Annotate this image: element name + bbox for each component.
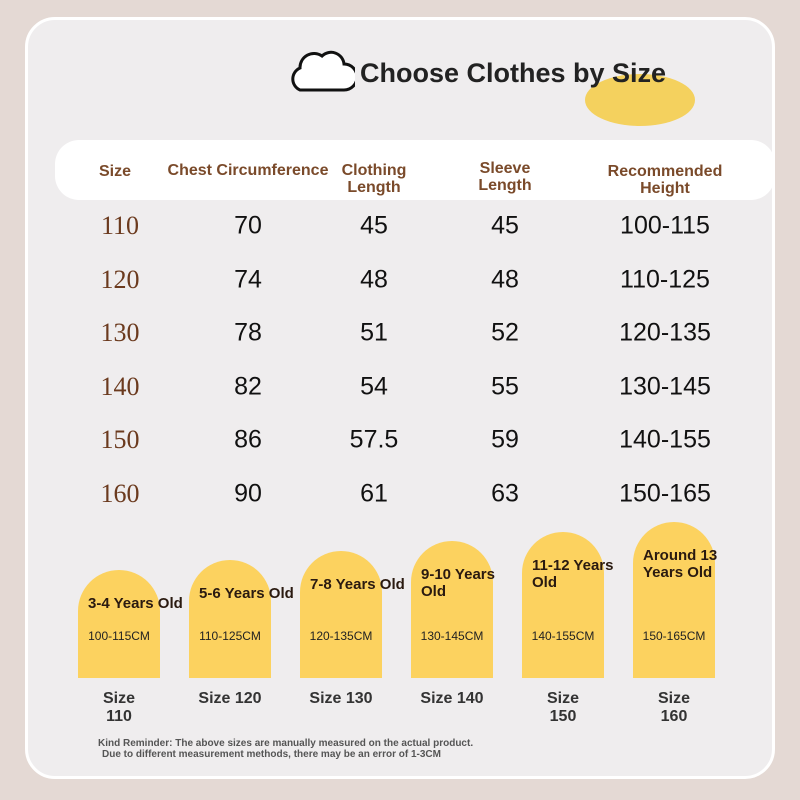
- age-arch: [300, 550, 382, 678]
- age-label: 7-8 Years Old: [310, 575, 405, 593]
- size-label: Size 150: [546, 690, 579, 725]
- table-cell: 57.5: [349, 425, 399, 454]
- table-cell: 150-165: [619, 479, 711, 508]
- age-arch: [522, 531, 604, 678]
- age-arch: [411, 541, 493, 678]
- table-cell: 100-115: [620, 211, 710, 240]
- table-cell: 130-145: [619, 372, 711, 401]
- age-label: 11-12 Years Old: [532, 556, 614, 591]
- note-line: Due to different measurement methods, th…: [102, 749, 441, 760]
- height-range: 140-155CM: [531, 629, 595, 643]
- table-cell: 82: [234, 372, 262, 401]
- age-arch: [633, 522, 715, 678]
- title: Choose Clothes by Size: [360, 58, 667, 88]
- table-cell: 55: [491, 372, 519, 401]
- table-cell: 48: [491, 265, 519, 294]
- table-cell: 54: [360, 372, 388, 401]
- size-label: Size 140: [420, 690, 484, 707]
- table-cell: 70: [234, 211, 262, 240]
- column-header: Sleeve Length: [478, 160, 532, 194]
- age-label: 3-4 Years Old: [88, 595, 183, 612]
- height-range: 120-135CM: [309, 629, 373, 643]
- age-arch: [189, 560, 271, 678]
- table-cell: 110-125: [620, 265, 710, 294]
- table-cell: 45: [360, 211, 388, 240]
- table-cell: 61: [360, 479, 388, 508]
- table-cell: 63: [491, 479, 519, 508]
- height-range: 100-115CM: [88, 629, 150, 643]
- table-cell: 110: [100, 211, 140, 240]
- header-band: [55, 140, 775, 200]
- table-cell: 74: [234, 265, 262, 294]
- size-label: Size 130: [309, 690, 373, 707]
- age-label: 9-10 Years Old: [421, 566, 495, 601]
- age-label: 5-6 Years Old: [199, 585, 294, 603]
- table-cell: 160: [100, 479, 140, 508]
- table-cell: 140: [100, 371, 140, 401]
- table-cell: 51: [360, 318, 388, 347]
- table-cell: 52: [491, 318, 519, 347]
- note-line: Kind Reminder: The above sizes are manua…: [98, 738, 474, 749]
- column-header: Recommended Height: [607, 163, 723, 197]
- table-cell: 120-135: [619, 318, 711, 347]
- table-cell: 48: [360, 265, 388, 294]
- column-header: Clothing Length: [341, 162, 407, 196]
- table-cell: 90: [234, 479, 262, 508]
- table-cell: 78: [234, 318, 262, 347]
- decoration: [585, 74, 695, 126]
- size-label: Size 120: [198, 690, 262, 707]
- table-cell: 59: [491, 425, 519, 454]
- table-cell: 130: [100, 318, 140, 348]
- age-label: Around 13 Years Old: [643, 547, 718, 581]
- age-arch: [78, 570, 160, 678]
- height-range: 130-145CM: [420, 629, 484, 643]
- column-header: Size: [98, 163, 131, 180]
- column-header: Chest Circumference: [167, 162, 329, 179]
- size-label: Size 110: [102, 690, 135, 725]
- height-range: 110-125CM: [199, 629, 261, 643]
- cloud-icon: [291, 50, 355, 92]
- height-range: 150-165CM: [642, 629, 706, 643]
- table-cell: 120: [100, 264, 140, 294]
- table-cell: 45: [491, 211, 519, 240]
- table-cell: 86: [234, 425, 262, 454]
- size-label: Size 160: [657, 690, 690, 725]
- table-cell: 150: [100, 425, 140, 455]
- table-cell: 140-155: [619, 425, 711, 454]
